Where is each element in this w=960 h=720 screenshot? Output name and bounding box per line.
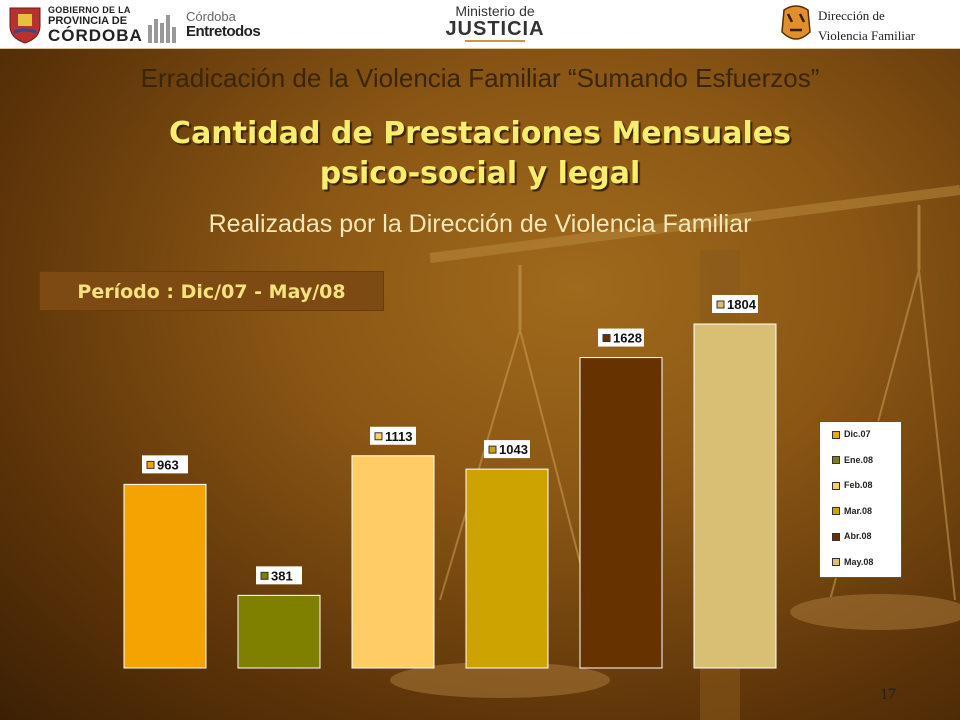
legend-item-Dic.07: Dic.07	[832, 426, 901, 452]
data-label-Ene.08: 381	[256, 566, 302, 585]
entretodos-text: Entretodos	[186, 23, 261, 40]
legend-label: Mar.08	[844, 505, 873, 516]
coat-of-arms-icon	[9, 7, 41, 44]
cordoba-brand-text: Córdoba	[186, 9, 236, 24]
legend-swatch	[832, 532, 840, 541]
legend-swatch	[832, 507, 840, 516]
bar-May.08	[693, 323, 777, 669]
data-label-value: 963	[157, 457, 179, 472]
slide-title-line1: Cantidad de Prestaciones Mensuales	[169, 116, 791, 151]
bar-Mar.08	[465, 468, 549, 669]
gobierno-line2: PROVINCIA DE	[48, 15, 128, 27]
slide-title-line2: psico-social y legal	[319, 156, 641, 191]
legend-item-Ene.08: Ene.08	[832, 452, 901, 478]
slide-title: Cantidad de Prestaciones Mensuales psico…	[0, 114, 960, 194]
data-label-swatch	[716, 300, 725, 309]
legend-swatch	[832, 481, 840, 490]
gobierno-logo-text: GOBIERNO DE LA PROVINCIA DE CÓRDOBA	[48, 5, 143, 44]
program-title: Erradicación de la Violencia Familiar “S…	[140, 63, 820, 93]
bars-icon	[148, 15, 176, 43]
data-label-value: 381	[271, 568, 293, 583]
bar-Ene.08	[237, 594, 321, 669]
data-label-swatch	[374, 432, 383, 441]
gobierno-line1: GOBIERNO DE LA	[48, 5, 131, 15]
slide-subtitle: Realizadas por la Dirección de Violencia…	[208, 210, 752, 238]
bar-Abr.08	[579, 357, 663, 669]
data-label-swatch	[602, 334, 611, 343]
legend-label: Dic.07	[844, 429, 871, 439]
data-label-swatch	[488, 445, 497, 454]
data-label-value: 1113	[385, 429, 413, 444]
bar-Feb.08	[351, 455, 435, 669]
chart-legend: Dic.07 Ene.08 Feb.08 Mar.08 Abr.08 May.08	[819, 421, 902, 578]
legend-swatch	[832, 558, 840, 567]
period-label: Período : Dic/07 - May/08	[39, 271, 384, 311]
page-number: 17	[880, 686, 896, 703]
legend-swatch	[832, 430, 840, 439]
legend-item-May.08: May.08	[832, 554, 901, 580]
gobierno-line3: CÓRDOBA	[48, 26, 143, 45]
data-label-Mar.08: 1043	[484, 440, 530, 459]
data-label-swatch	[146, 460, 155, 469]
legend-item-Feb.08: Feb.08	[832, 477, 901, 503]
tiger-logo-icon	[781, 5, 811, 40]
legend-item-Mar.08: Mar.08	[832, 503, 901, 529]
data-label-Dic.07: 963	[142, 455, 188, 474]
bar-Dic.07	[123, 483, 207, 669]
legend-label: May.08	[844, 556, 874, 567]
legend-item-Abr.08: Abr.08	[832, 528, 901, 554]
data-label-value: 1804	[727, 297, 757, 312]
data-label-May.08: 1804	[712, 295, 758, 313]
ministerio-justicia-logo: Ministerio de JUSTICIA	[440, 3, 550, 42]
data-label-value: 1043	[499, 442, 528, 457]
data-label-Feb.08: 1113	[370, 426, 416, 445]
legend-label: Abr.08	[844, 531, 872, 541]
direccion-logo-text: Dirección de Violencia Familiar	[818, 6, 915, 46]
legend-label: Ene.08	[844, 454, 874, 465]
data-label-Abr.08: 1628	[598, 328, 644, 347]
header-bar: GOBIERNO DE LA PROVINCIA DE CÓRDOBA Córd…	[0, 0, 960, 49]
ministerio-line2: JUSTICIA	[445, 18, 545, 40]
data-label-swatch	[260, 571, 269, 580]
data-label-value: 1628	[613, 331, 642, 346]
direccion-line2: Violencia Familiar	[818, 28, 916, 43]
legend-swatch	[832, 456, 840, 465]
direccion-line1: Dirección de	[818, 8, 885, 23]
ministerio-line1: Ministerio de	[455, 3, 535, 19]
ministerio-underline	[465, 40, 525, 42]
legend-label: Feb.08	[844, 480, 873, 490]
